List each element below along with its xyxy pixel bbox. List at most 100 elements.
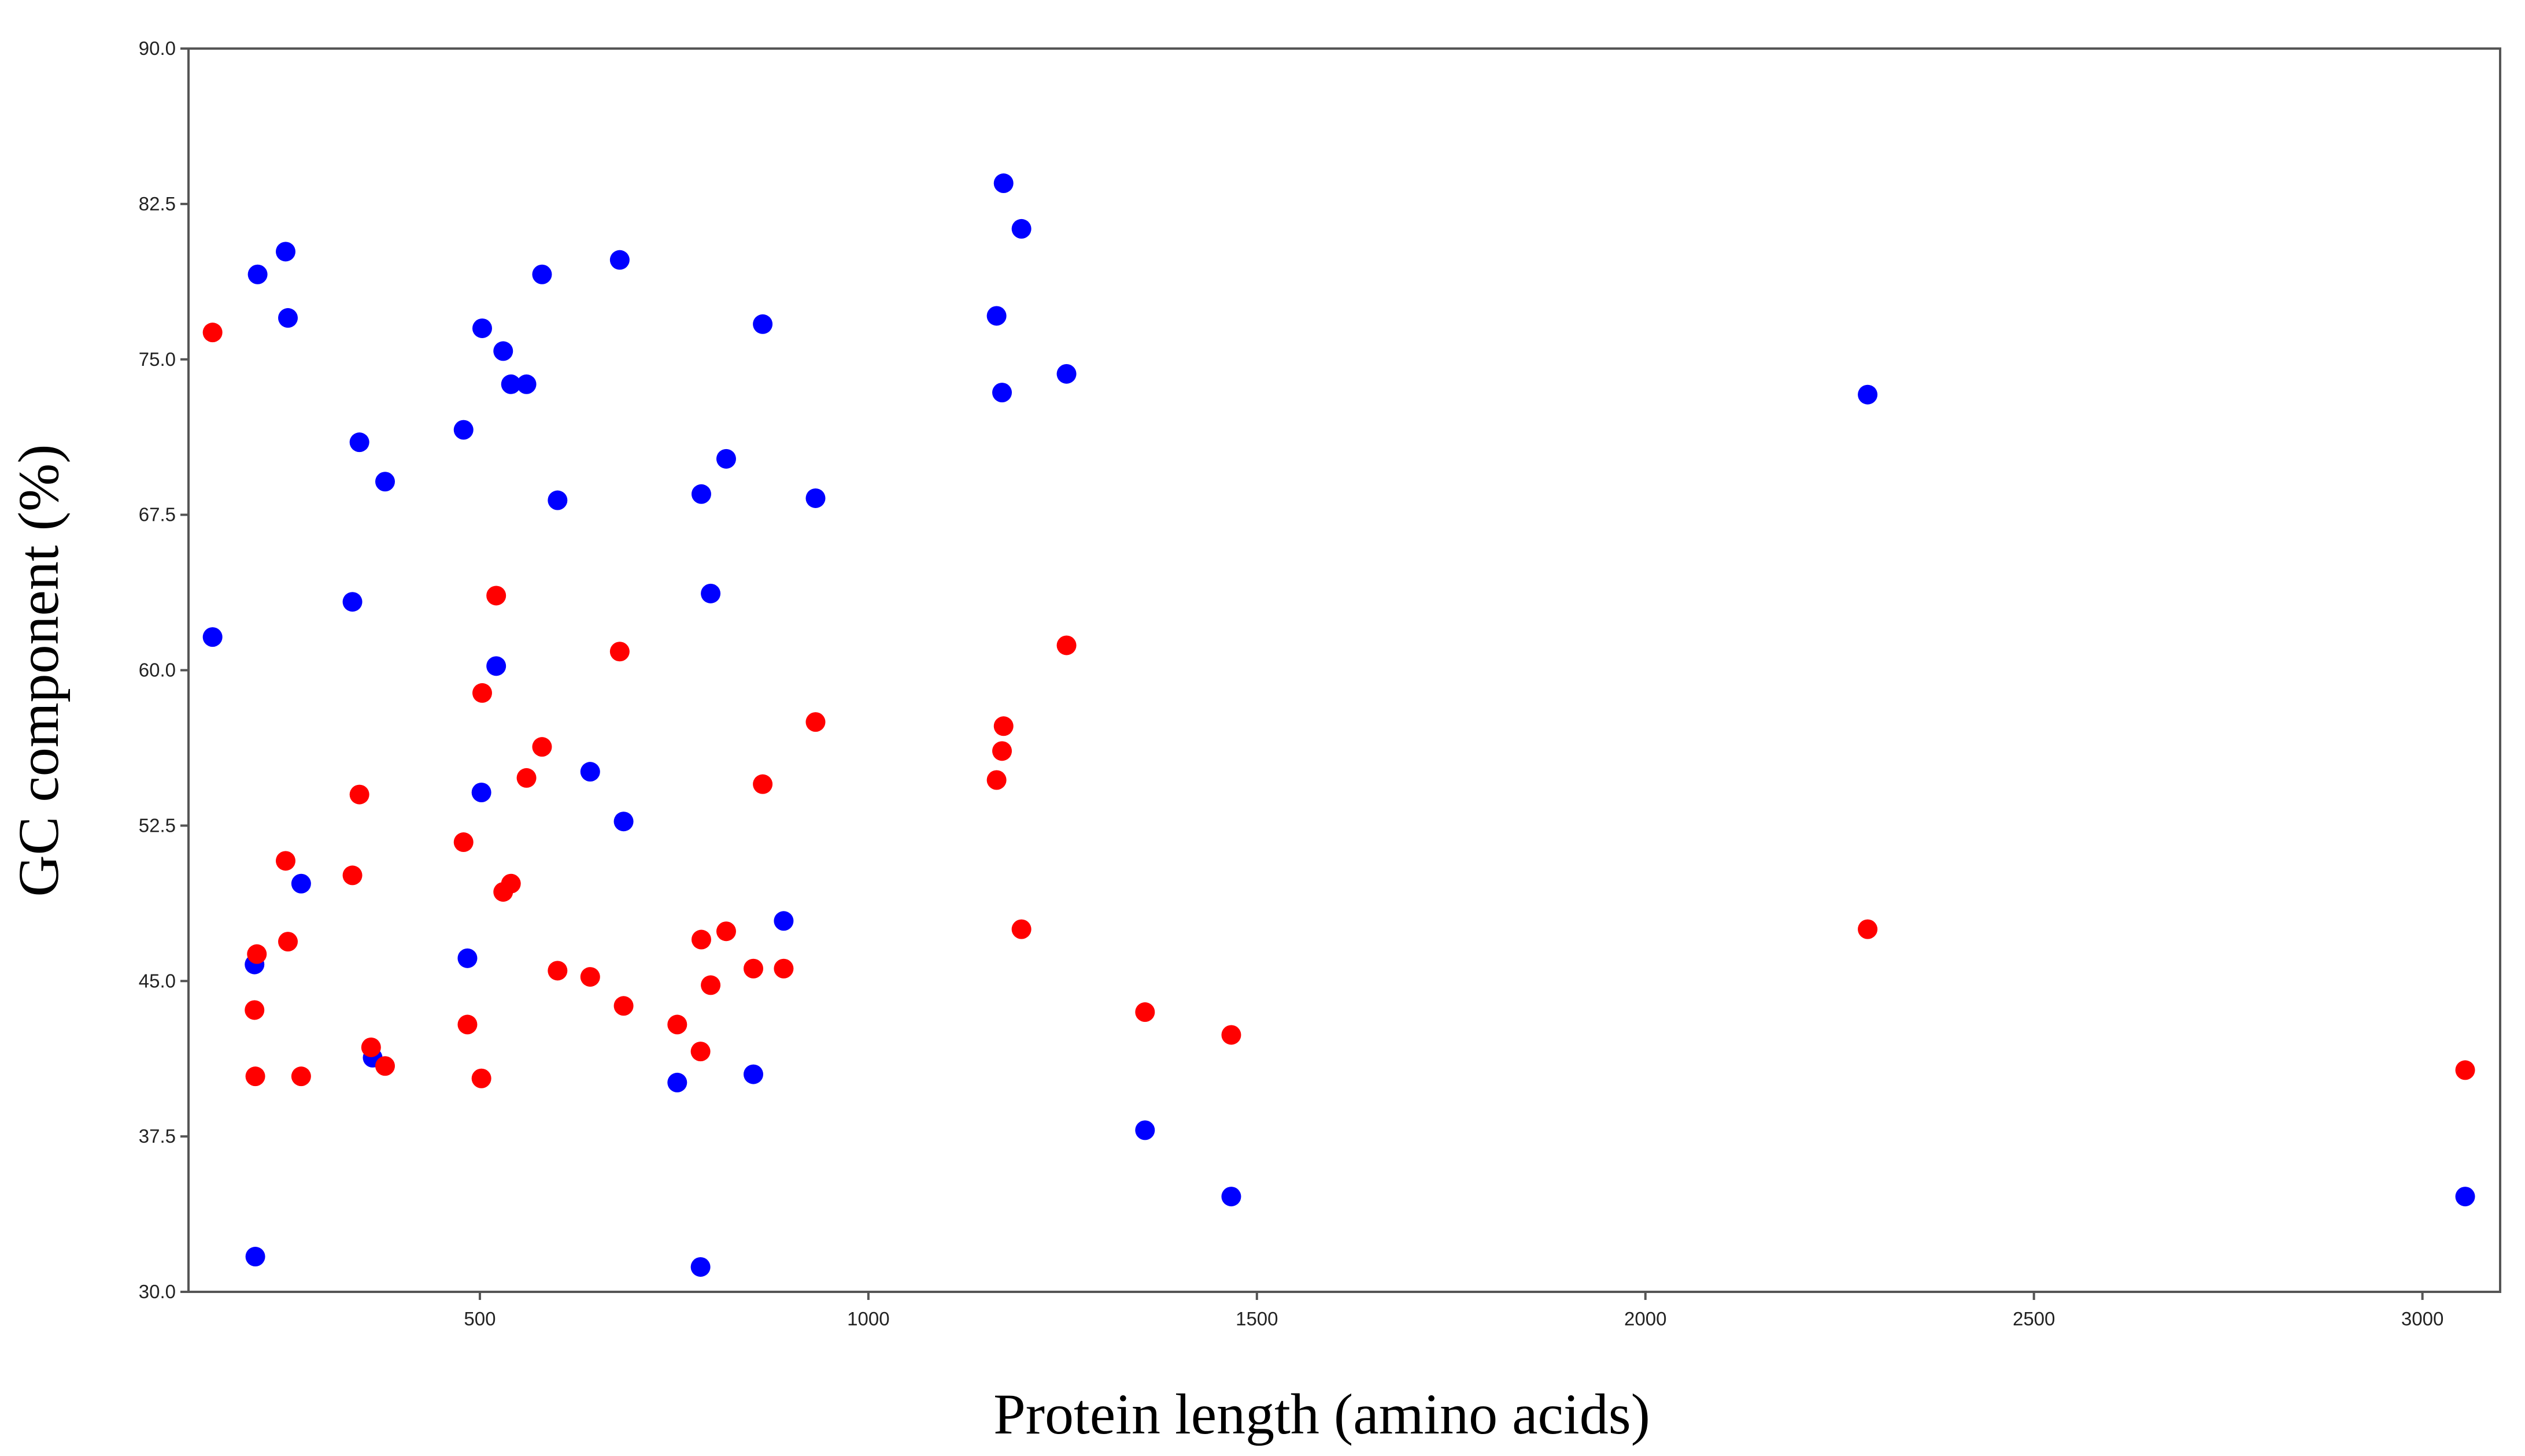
red-data-point (992, 741, 1012, 761)
blue-data-point (580, 762, 600, 782)
x-axis-title: Protein length (amino acids) (993, 1382, 1650, 1446)
blue-data-point (691, 484, 711, 504)
blue-data-point (993, 173, 1014, 194)
red-data-point (457, 1014, 478, 1035)
blue-data-point (516, 374, 537, 394)
blue-data-point (548, 490, 568, 510)
blue-data-point (486, 656, 507, 676)
red-data-point (202, 323, 223, 343)
x-tick-label: 3000 (2401, 1308, 2443, 1329)
red-data-point (548, 961, 568, 981)
red-data-point (275, 851, 295, 871)
red-data-point (361, 1037, 381, 1057)
blue-data-point (245, 1247, 265, 1267)
red-data-point (805, 712, 826, 732)
red-data-point (516, 768, 537, 788)
red-data-point (753, 774, 773, 794)
data-points (202, 173, 2475, 1277)
red-data-point (986, 770, 1007, 790)
blue-data-point (690, 1257, 711, 1277)
red-data-point (532, 737, 552, 757)
blue-data-point (493, 341, 513, 361)
x-tick-label: 2500 (2013, 1308, 2055, 1329)
red-data-point (613, 996, 634, 1016)
blue-data-point (275, 242, 295, 262)
red-data-point (774, 958, 794, 979)
red-data-point (247, 944, 267, 964)
blue-data-point (805, 488, 826, 508)
red-data-point (691, 929, 711, 950)
blue-data-point (453, 420, 474, 440)
y-tick-label: 90.0 (139, 38, 176, 59)
x-tick-label: 2000 (1624, 1308, 1666, 1329)
blue-series (202, 173, 2475, 1277)
blue-data-point (753, 314, 773, 334)
blue-data-point (457, 948, 478, 968)
y-tick-label: 37.5 (139, 1125, 176, 1147)
y-axis-ticks: 30.0 37.5 45.0 52.5 60.0 67.5 75.0 82.5 90.0 (139, 38, 188, 1302)
red-data-point (716, 921, 736, 942)
y-tick-label: 60.0 (139, 660, 176, 681)
x-tick-label: 500 (464, 1308, 496, 1329)
y-tick-label: 52.5 (139, 814, 176, 836)
y-tick-label: 67.5 (139, 504, 176, 525)
red-data-point (278, 932, 298, 952)
x-axis-ticks: 500 1000 1500 2000 2500 3000 (464, 1292, 2443, 1329)
blue-data-point (1056, 364, 1077, 384)
y-axis-title: GC component (%) (6, 444, 71, 896)
red-data-point (667, 1014, 687, 1035)
blue-data-point (667, 1072, 687, 1092)
red-data-point (1221, 1025, 1241, 1045)
red-data-point (349, 784, 369, 805)
red-data-point (580, 967, 600, 987)
red-data-point (690, 1042, 711, 1062)
red-series (202, 323, 2475, 1088)
red-data-point (245, 1000, 265, 1020)
blue-data-point (247, 264, 268, 284)
blue-data-point (1858, 384, 1878, 405)
red-data-point (501, 873, 521, 894)
blue-data-point (532, 264, 552, 284)
blue-data-point (613, 812, 634, 832)
red-data-point (486, 586, 507, 606)
blue-data-point (342, 592, 363, 612)
blue-data-point (774, 911, 794, 931)
plot-area-frame (187, 47, 2501, 1293)
blue-data-point (349, 432, 369, 453)
red-data-point (1056, 635, 1077, 655)
blue-data-point (472, 318, 492, 338)
red-data-point (701, 975, 721, 995)
blue-data-point (202, 627, 223, 647)
blue-data-point (471, 783, 491, 803)
blue-data-point (1011, 218, 1032, 239)
blue-data-point (291, 873, 311, 894)
y-tick-label: 82.5 (139, 193, 176, 214)
blue-data-point (1135, 1120, 1155, 1140)
red-data-point (472, 683, 492, 703)
red-data-point (2455, 1060, 2475, 1080)
red-data-point (1011, 919, 1032, 939)
blue-data-point (1221, 1187, 1241, 1207)
red-data-point (453, 832, 474, 853)
blue-data-point (501, 374, 521, 394)
red-data-point (743, 958, 763, 979)
red-data-point (245, 1066, 265, 1087)
blue-data-point (375, 472, 395, 492)
blue-data-point (716, 449, 736, 469)
red-data-point (1135, 1002, 1155, 1022)
blue-data-point (278, 308, 298, 328)
red-data-point (375, 1056, 395, 1076)
red-data-point (1858, 919, 1878, 939)
red-data-point (993, 716, 1014, 736)
red-data-point (609, 642, 630, 662)
blue-data-point (701, 583, 721, 603)
blue-data-point (743, 1064, 763, 1084)
red-data-point (342, 865, 363, 886)
x-tick-label: 1500 (1236, 1308, 1278, 1329)
y-tick-label: 30.0 (139, 1281, 176, 1302)
y-tick-label: 45.0 (139, 970, 176, 991)
blue-data-point (2455, 1187, 2475, 1207)
red-data-point (291, 1066, 311, 1087)
